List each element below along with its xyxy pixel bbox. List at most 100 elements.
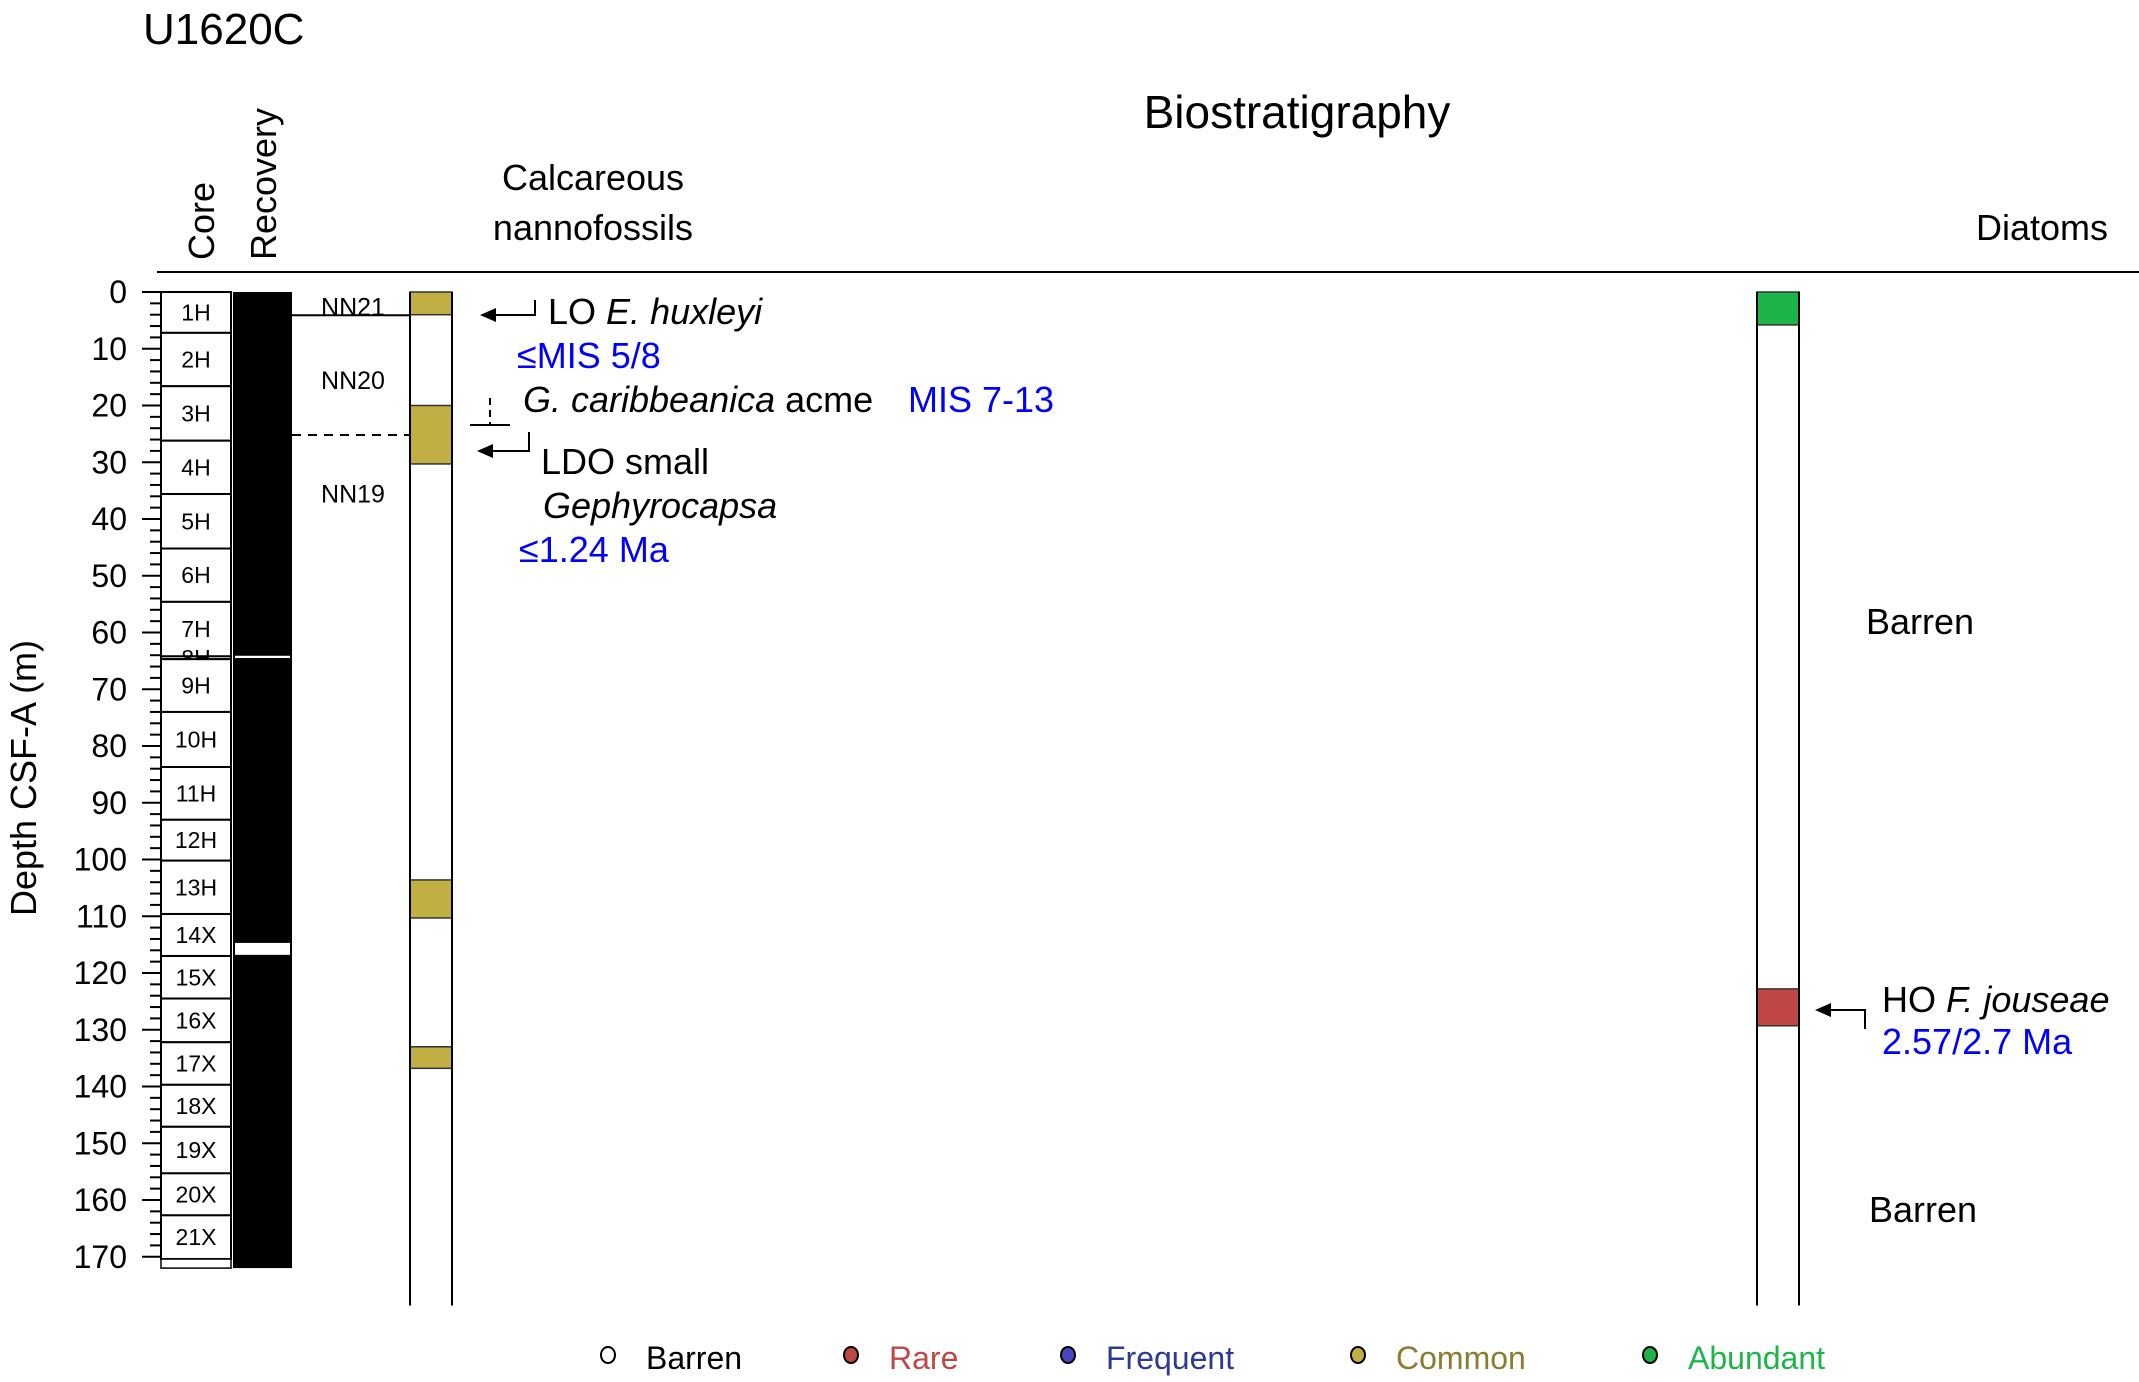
tick-label: 40: [91, 501, 127, 537]
core-label: 20X: [176, 1181, 217, 1207]
event-g-caribbeanica-acme: G. caribbeanica acme MIS 7-13: [470, 379, 1054, 426]
ldo-age: ≤1.24 Ma: [519, 529, 670, 570]
core-box: [160, 1125, 232, 1175]
tick-label: 170: [74, 1239, 127, 1275]
core-label: 15X: [176, 964, 217, 990]
core-label: 19X: [176, 1137, 217, 1163]
tick-label: 130: [74, 1012, 127, 1048]
tick-label: 70: [91, 671, 127, 707]
nannofossil-heading-1: Calcareous: [502, 157, 684, 198]
core-box: [160, 912, 232, 957]
tick-label: 60: [91, 615, 127, 651]
ldo-species: Gephyrocapsa: [543, 485, 777, 526]
depth-axis: 0 10 20 30 40 50 60 70 80 90 100 110 120 130 140 150 160…: [74, 274, 162, 1275]
nannofossil-abundance-column: [409, 291, 453, 1306]
ldo-line1: LDO small: [541, 441, 709, 482]
diatom-interval-rare: [1756, 988, 1800, 1027]
recovery-gap: [235, 655, 290, 659]
legend-marker-rare: [843, 1346, 859, 1364]
core-label: 18X: [176, 1093, 217, 1119]
gc-word: acme: [785, 379, 873, 420]
core-label: 11H: [176, 780, 217, 806]
core-box: [160, 859, 232, 915]
tick-label: 90: [91, 785, 127, 821]
lo-species: E. huxleyi: [606, 291, 763, 332]
core-label: 4H: [181, 454, 210, 480]
arrowhead: [1815, 1003, 1831, 1017]
gc-species: G. caribbeanica: [523, 379, 775, 420]
core-box: [160, 331, 232, 388]
legend-marker-abundant: [1642, 1346, 1658, 1364]
core-column: 1H2H3H4H5H6H7H8H9H10H11H12H13H14X15X16X1…: [160, 291, 232, 1269]
tick-label: 140: [74, 1069, 127, 1105]
arrow-left-icon: [484, 432, 530, 452]
depth-axis-label: Depth CSF-A (m): [3, 640, 44, 916]
core-label: 13H: [175, 874, 217, 900]
diatom-abundance-column: [1756, 291, 1800, 1306]
core-label: 9H: [181, 673, 210, 699]
recovery-heading: Recovery: [243, 108, 284, 260]
diatoms-heading: Diatoms: [1976, 207, 2108, 248]
event-lo-e-huxleyi: LO E. huxleyi ≤MIS 5/8: [480, 291, 763, 376]
arrow-left-icon: [486, 300, 536, 316]
core-label: 14X: [176, 922, 217, 948]
legend-label-abundant: Abundant: [1688, 1340, 1825, 1376]
diatom-background: [1757, 292, 1799, 1306]
core-heading: Core: [181, 182, 222, 260]
core-box: [160, 1172, 232, 1217]
tick-label: 100: [74, 842, 127, 878]
legend: Barren Rare Frequent Common Abundant: [600, 1340, 1825, 1376]
core-box-end: [160, 1258, 232, 1269]
svg-text:LO E. huxleyi: LO E. huxleyi: [548, 291, 763, 332]
arrow-left-icon: [1822, 1009, 1866, 1029]
core-box: [160, 765, 232, 821]
core-box: [160, 818, 232, 862]
core-label: 10H: [175, 726, 217, 752]
tick-label: 10: [91, 331, 127, 367]
core-label: 16X: [176, 1007, 217, 1033]
svg-text:HO F. jouseae: HO F. jouseae: [1882, 979, 2109, 1020]
nannofossil-heading-2: nannofossils: [493, 207, 693, 248]
core-label: 17X: [176, 1051, 217, 1077]
nannofossil-interval-common: [409, 1046, 453, 1070]
zone-label: NN20: [321, 367, 385, 395]
legend-marker-common: [1350, 1346, 1366, 1364]
legend-label-barren: Barren: [646, 1340, 742, 1376]
recovery-column: [233, 292, 292, 1269]
site-title: U1620C: [143, 5, 304, 54]
tick-label: 120: [74, 955, 127, 991]
svg-text:G. caribbeanica acme: G. caribbeanica acme: [523, 379, 873, 420]
nannofossil-interval-common: [409, 291, 453, 316]
core-box: [160, 658, 232, 713]
ho-prefix: HO: [1882, 979, 1936, 1020]
core-label: 12H: [175, 827, 217, 853]
core-box: [160, 1214, 232, 1261]
tick-label: 30: [91, 444, 127, 480]
core-box: [160, 439, 232, 496]
legend-marker-barren: [600, 1346, 616, 1364]
recovery-gap: [235, 942, 290, 955]
legend-label-rare: Rare: [889, 1340, 958, 1376]
tick-label: 150: [74, 1125, 127, 1161]
nannofossil-interval-common: [409, 404, 453, 465]
core-box: [160, 600, 232, 658]
core-label: 21X: [176, 1224, 217, 1250]
tick-label: 20: [91, 388, 127, 424]
tick-label: 0: [109, 274, 127, 310]
core-box: [160, 547, 232, 603]
core-label: 2H: [181, 347, 210, 373]
core-label: 6H: [181, 562, 210, 588]
nannofossil-interval-common: [409, 879, 453, 919]
diatom-interval-abundant: [1756, 291, 1800, 326]
arrowhead: [477, 444, 493, 458]
core-box: [160, 385, 232, 442]
legend-marker-frequent: [1060, 1346, 1076, 1364]
nannofossil-zones: NN21 NN20 NN19: [292, 293, 410, 509]
ho-species: F. jouseae: [1946, 979, 2109, 1020]
legend-label-frequent: Frequent: [1106, 1340, 1234, 1376]
lo-prefix: LO: [548, 291, 596, 332]
zone-label: NN21: [321, 293, 385, 321]
legend-label-common: Common: [1396, 1340, 1526, 1376]
recovery-bar: [233, 292, 292, 1269]
diatom-barren-label-upper: Barren: [1866, 601, 1974, 642]
